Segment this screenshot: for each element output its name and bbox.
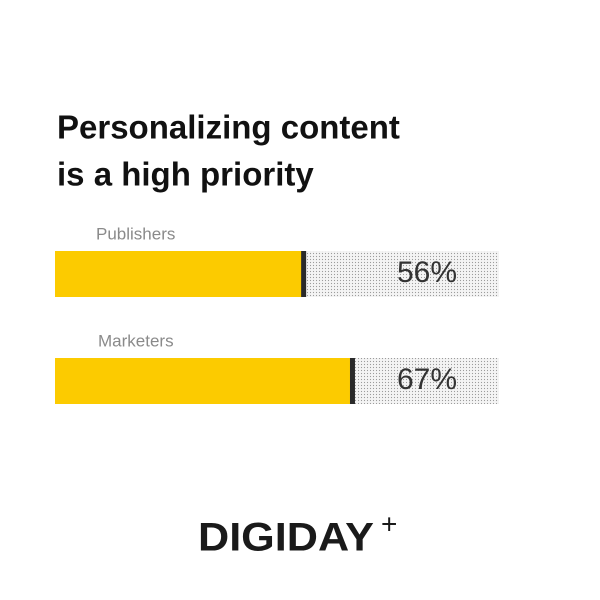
chart-title: is a high priority	[57, 156, 314, 193]
brand-mark: +	[381, 508, 397, 539]
chart-title: Personalizing content	[57, 109, 400, 146]
bar	[55, 251, 304, 297]
category-label: Marketers	[98, 331, 174, 350]
bar-end-marker	[301, 251, 307, 297]
bar-end-marker	[349, 358, 355, 404]
bar	[55, 358, 353, 404]
value-label: 56%	[397, 256, 457, 289]
brand-logo: DIGIDAY	[198, 516, 374, 560]
value-label: 67%	[397, 363, 457, 396]
category-label: Publishers	[96, 224, 175, 243]
